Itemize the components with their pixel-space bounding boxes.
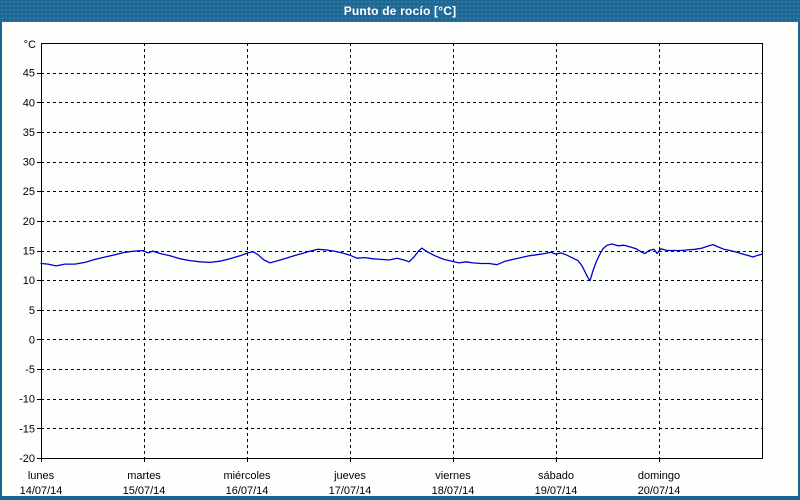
- x-day-name-label: miércoles: [223, 470, 271, 482]
- y-tick-label: 30: [23, 157, 35, 169]
- y-tick-label: -5: [25, 364, 35, 376]
- x-day-name-label: domingo: [638, 470, 680, 482]
- y-tick-label: 20: [23, 216, 35, 228]
- y-tick-label: 10: [23, 275, 35, 287]
- y-tick-label: -20: [19, 453, 35, 465]
- y-tick-label: 0: [29, 334, 35, 346]
- y-axis-unit-label: °C: [24, 39, 36, 51]
- x-day-name-label: sábado: [538, 470, 574, 482]
- x-day-name-label: jueves: [333, 470, 366, 482]
- y-tick-label: -10: [19, 394, 35, 406]
- x-day-date-label: 16/07/14: [226, 485, 269, 496]
- y-tick-label: 45: [23, 68, 35, 80]
- x-day-date-label: 18/07/14: [432, 485, 475, 496]
- y-tick-label: 35: [23, 127, 35, 139]
- chart-title: Punto de rocío [°C]: [343, 4, 457, 18]
- x-day-date-label: 19/07/14: [535, 485, 578, 496]
- y-tick-label: 40: [23, 97, 35, 109]
- y-tick-label: 15: [23, 246, 35, 258]
- x-day-date-label: 14/07/14: [20, 485, 63, 496]
- chart-title-bar: Punto de rocío [°C]: [0, 0, 800, 22]
- x-day-date-label: 15/07/14: [123, 485, 166, 496]
- dew-point-line: [40, 243, 763, 282]
- x-day-name-label: martes: [127, 470, 161, 482]
- y-tick-label: -15: [19, 423, 35, 435]
- y-tick-label: 25: [23, 186, 35, 198]
- y-tick-label: 5: [29, 305, 35, 317]
- x-day-name-label: viernes: [435, 470, 471, 482]
- x-day-date-label: 17/07/14: [329, 485, 372, 496]
- x-day-date-label: 20/07/14: [638, 485, 681, 496]
- x-day-name-label: lunes: [28, 470, 55, 482]
- plot-border: [41, 43, 763, 459]
